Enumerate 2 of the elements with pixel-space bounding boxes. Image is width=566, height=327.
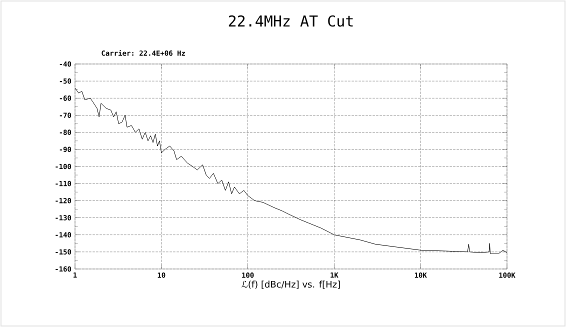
- chart-title: 22.4MHz AT Cut: [228, 15, 353, 27]
- x-axis-title: ℒ(f) [dBc/Hz] vs. f[Hz]: [242, 280, 340, 289]
